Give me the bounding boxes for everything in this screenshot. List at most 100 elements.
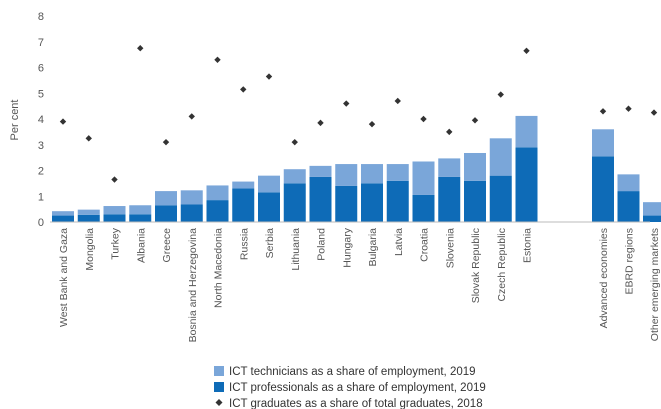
bar-technicians [180, 190, 203, 205]
x-tick-label: Albania [135, 228, 147, 263]
bar-technicians [309, 165, 332, 177]
x-tick-label: Greece [161, 228, 173, 263]
bar-technicians [515, 115, 538, 148]
marker-graduates [291, 138, 298, 146]
bar-technicians [361, 164, 383, 184]
bar-technicians [206, 185, 229, 201]
legend-swatch-professionals [214, 382, 224, 392]
bar-professionals [309, 176, 332, 222]
y-tick-label: 4 [38, 114, 44, 126]
x-tick-label: Other emerging markets [649, 228, 661, 341]
marker-graduates [394, 97, 401, 105]
x-tick-label: Advanced economies [598, 228, 610, 328]
x-tick-label: Lithuania [290, 228, 302, 271]
x-axis-ticks: West Bank and Gaza Mongolia Turkey Albania G… [58, 227, 661, 342]
x-tick-label: Russia [238, 228, 250, 260]
bar-technicians [103, 206, 126, 215]
bar-technicians [335, 164, 358, 186]
marker-graduates [599, 108, 607, 115]
marker-graduates [85, 135, 92, 142]
marker-graduates [471, 117, 479, 124]
bar-professionals [438, 176, 461, 222]
marker-graduates [625, 105, 632, 112]
marker-graduates [59, 118, 67, 125]
x-tick-label: Poland [316, 228, 328, 261]
x-tick-label: West Bank and Gaza [58, 228, 70, 327]
y-tick-label: 0 [38, 217, 44, 229]
bar-professionals [180, 204, 203, 222]
marker-graduates [162, 138, 170, 146]
bar-professionals [592, 156, 614, 222]
legend-label-graduates: ICT graduates as a share of total gradua… [229, 398, 483, 409]
bar-professionals [335, 185, 358, 222]
bar-professionals [386, 180, 409, 222]
marker-graduates [111, 176, 118, 183]
bar-technicians [438, 158, 461, 177]
markers [59, 44, 658, 183]
marker-graduates [368, 120, 376, 128]
y-tick-label: 2 [38, 166, 44, 178]
y-axis-label: Per cent [9, 100, 21, 141]
marker-graduates [214, 56, 221, 63]
legend-swatch-technicians [214, 366, 224, 376]
legend-label-technicians: ICT technicians as a share of employment… [229, 366, 476, 378]
marker-graduates [343, 100, 350, 107]
bar-professionals [206, 200, 229, 222]
x-tick-label: Turkey [110, 227, 122, 259]
bar-technicians [77, 209, 100, 215]
bar-technicians [464, 152, 486, 181]
bar-technicians [155, 191, 177, 206]
bar-professionals [515, 147, 538, 222]
y-tick-label: 1 [38, 191, 44, 203]
marker-graduates [446, 128, 453, 136]
marker-graduates [420, 115, 427, 123]
bar-professionals [232, 188, 255, 222]
marker-graduates [188, 113, 195, 120]
x-tick-label: Slovenia [444, 228, 456, 268]
x-tick-label: Mongolia [84, 228, 96, 271]
x-tick-label: Czech Republic [496, 228, 508, 302]
bar-professionals [258, 192, 280, 222]
x-tick-label: Latvia [393, 228, 405, 256]
marker-graduates [523, 47, 530, 54]
x-tick-label: Bosnia and Herzegovina [187, 228, 199, 343]
bar-professionals [361, 183, 383, 222]
x-tick-label: North Macedonia [213, 228, 225, 308]
y-tick-label: 6 [38, 63, 44, 75]
marker-graduates [137, 44, 144, 52]
y-tick-label: 8 [38, 11, 44, 23]
bar-professionals [129, 214, 152, 222]
marker-graduates [240, 86, 247, 93]
bar-professionals [489, 175, 512, 222]
x-tick-label: Hungary [341, 227, 353, 267]
y-tick-label: 3 [38, 140, 44, 152]
bar-technicians [232, 181, 255, 189]
y-axis: 0 1 2 3 4 5 6 7 8 [38, 11, 44, 229]
bar-technicians [592, 129, 614, 157]
bar-technicians [258, 175, 280, 193]
y-tick-label: 5 [38, 88, 44, 100]
bar-professionals [155, 205, 177, 222]
legend-label-professionals: ICT professionals as a share of employme… [229, 382, 486, 394]
x-tick-label: Slovak Republic [470, 228, 482, 303]
bar-technicians [412, 161, 435, 195]
bar-professionals [643, 215, 661, 222]
bar-technicians [489, 138, 512, 176]
x-tick-label: Croatia [419, 228, 431, 262]
y-tick-label: 7 [38, 37, 44, 49]
bar-technicians [643, 202, 661, 216]
x-tick-label: Serbia [264, 228, 276, 259]
bar-technicians [617, 174, 640, 192]
bar-technicians [283, 169, 306, 184]
bar-technicians [386, 164, 409, 181]
x-tick-label: Estonia [522, 228, 534, 263]
bar-professionals [52, 215, 74, 222]
marker-graduates [265, 73, 273, 80]
bar-technicians [129, 205, 152, 215]
bar-professionals [464, 180, 486, 222]
legend: ICT technicians as a share of employment… [214, 366, 486, 409]
bar-professionals [617, 191, 640, 222]
bar-professionals [412, 194, 435, 222]
x-tick-label: Bulgaria [367, 228, 379, 267]
